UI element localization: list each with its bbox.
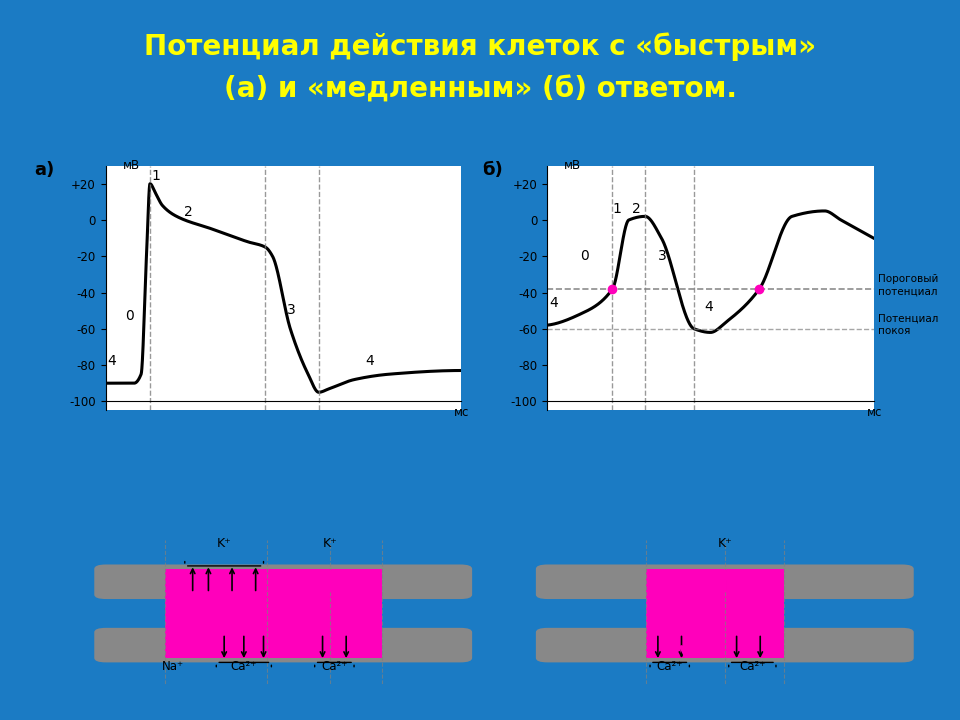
Text: б): б) (482, 161, 503, 179)
Text: мВ: мВ (564, 159, 581, 172)
Text: Na⁺: Na⁺ (162, 660, 184, 672)
FancyBboxPatch shape (536, 564, 914, 599)
Text: Ca²⁺: Ca²⁺ (657, 660, 683, 672)
Text: 4: 4 (108, 354, 116, 368)
Text: мс: мс (867, 406, 882, 419)
Text: Ca²⁺: Ca²⁺ (230, 660, 257, 672)
FancyBboxPatch shape (94, 628, 472, 662)
Text: Ca²⁺: Ca²⁺ (739, 660, 765, 672)
Text: 0: 0 (580, 249, 588, 263)
Text: 3: 3 (287, 303, 296, 318)
Text: 3: 3 (659, 249, 667, 263)
Text: Потенциал действия клеток с «быстрым»: Потенциал действия клеток с «быстрым» (144, 32, 816, 61)
FancyBboxPatch shape (536, 628, 914, 662)
Text: 4: 4 (549, 296, 558, 310)
FancyBboxPatch shape (646, 569, 783, 658)
Text: а): а) (35, 161, 55, 179)
Text: 0: 0 (125, 309, 133, 323)
Text: 2: 2 (183, 205, 193, 220)
Text: 1: 1 (152, 169, 160, 183)
Text: мс: мс (454, 406, 469, 419)
Text: 1: 1 (612, 202, 621, 216)
FancyBboxPatch shape (94, 564, 472, 599)
Text: 4: 4 (704, 300, 712, 314)
Text: K⁺: K⁺ (717, 537, 732, 550)
Text: Ca²⁺: Ca²⁺ (322, 660, 348, 672)
Text: 4: 4 (365, 354, 373, 368)
Text: покоя: покоя (878, 326, 911, 336)
Text: K⁺: K⁺ (217, 537, 231, 550)
Text: потенциал: потенциал (878, 287, 938, 297)
Text: 2: 2 (632, 202, 641, 216)
Text: Пороговый: Пороговый (878, 274, 939, 284)
Text: Потенциал: Потенциал (878, 313, 939, 323)
Text: мВ: мВ (123, 159, 140, 172)
FancyBboxPatch shape (165, 569, 382, 658)
Text: K⁺: K⁺ (324, 537, 338, 550)
Text: (а) и «медленным» (б) ответом.: (а) и «медленным» (б) ответом. (224, 76, 736, 104)
